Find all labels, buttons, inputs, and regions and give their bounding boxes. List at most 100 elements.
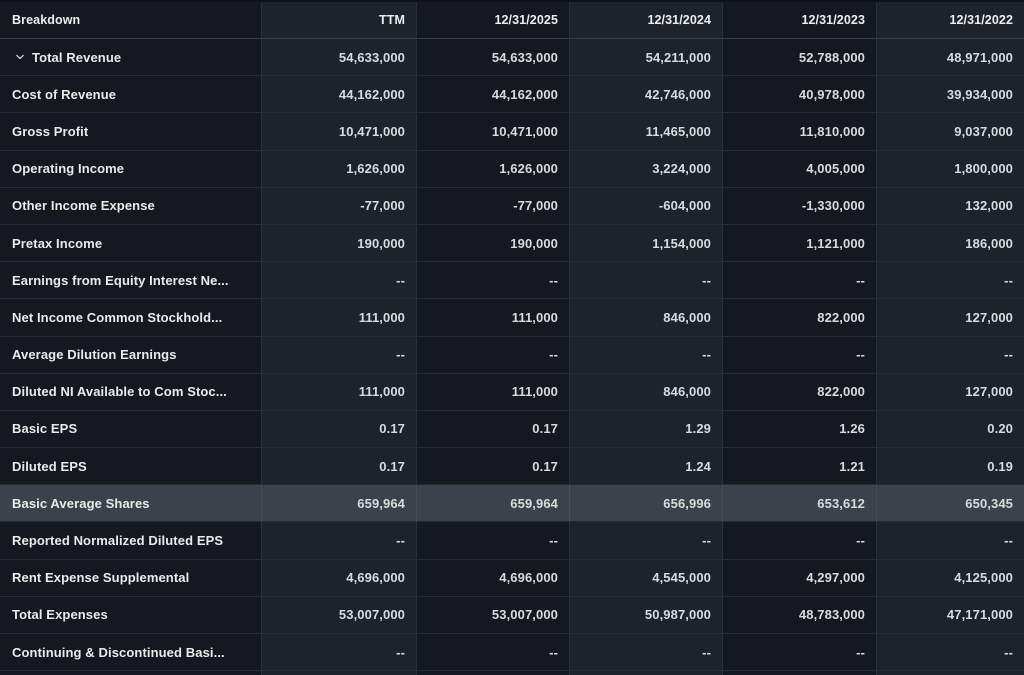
value-cell: -77,000 (417, 187, 570, 225)
value-cell: -- (570, 336, 723, 374)
table-row: Basic Average Shares 659,964 659,964 656,99… (0, 485, 1024, 523)
row-label: Basic EPS (0, 410, 262, 449)
value-cell: 650,345 (877, 485, 1024, 523)
value-cell: 111,000 (417, 299, 570, 337)
value-cell: 42,746,000 (570, 76, 723, 114)
value-cell: 1.26 (723, 410, 877, 449)
value-cell: 822,000 (723, 373, 877, 411)
row-label-text: Gross Profit (12, 123, 89, 139)
row-label: Pretax Income (0, 224, 262, 263)
column-header-2024: 12/31/2024 (570, 2, 723, 39)
value-cell: 10,471,000 (417, 113, 570, 151)
value-cell: -- (570, 634, 723, 672)
value-cell: -- (417, 522, 570, 560)
value-cell: 48,971,000 (877, 39, 1024, 77)
value-cell: 0.19 (877, 448, 1024, 486)
value-cell (417, 671, 570, 675)
row-label-text: Total Revenue (32, 49, 122, 65)
table-row: Diluted EPS 0.17 0.17 1.24 1.21 0.19 (0, 448, 1024, 486)
value-cell: 132,000 (877, 187, 1024, 225)
row-label: Reported Normalized Diluted EPS (0, 522, 262, 560)
value-cell: -- (723, 262, 877, 300)
row-label: Basic Average Shares (0, 485, 262, 523)
value-cell: -1,330,000 (723, 187, 877, 225)
value-cell: 0.17 (417, 448, 570, 486)
value-cell: 4,125,000 (877, 559, 1024, 597)
row-label[interactable]: Total Revenue (0, 39, 262, 77)
row-label-text: Average Dilution Earnings (12, 347, 177, 363)
value-cell (723, 671, 877, 675)
row-label: Other Income Expense (0, 187, 262, 225)
table-row[interactable]: Total Revenue 54,633,000 54,633,000 54,211,… (0, 39, 1024, 77)
row-label-text: Operating Income (12, 161, 125, 177)
value-cell: -- (723, 634, 877, 672)
value-cell: 190,000 (262, 224, 417, 263)
row-label-text: Basic Average Shares (12, 495, 150, 511)
value-cell: 47,171,000 (877, 596, 1024, 634)
value-cell: -- (262, 634, 417, 672)
column-header-ttm: TTM (262, 2, 417, 39)
table-header-row: Breakdown TTM 12/31/2025 12/31/2024 12/3… (0, 2, 1024, 39)
value-cell: 111,000 (262, 299, 417, 337)
value-cell: -- (877, 634, 1024, 672)
value-cell: 1,626,000 (262, 150, 417, 188)
row-label-text: Cost of Revenue (12, 86, 117, 102)
column-header-2025: 12/31/2025 (417, 2, 570, 39)
value-cell: 0.20 (877, 410, 1024, 449)
value-cell: 50,987,000 (570, 596, 723, 634)
table-row: Net Income Common Stockhold... 111,000 111… (0, 299, 1024, 337)
value-cell: -77,000 (262, 187, 417, 225)
value-cell: 44,162,000 (417, 76, 570, 114)
row-label (0, 671, 262, 675)
value-cell: 190,000 (417, 224, 570, 263)
table-row: Continuing & Discontinued Basi... -- -- -- -… (0, 634, 1024, 672)
value-cell: -- (262, 522, 417, 560)
value-cell: 54,633,000 (417, 39, 570, 77)
value-cell: 11,810,000 (723, 113, 877, 151)
value-cell: 653,612 (723, 485, 877, 523)
table-row: Gross Profit 10,471,000 10,471,000 11,465,0… (0, 113, 1024, 151)
value-cell: 659,964 (262, 485, 417, 523)
value-cell: -- (570, 522, 723, 560)
chevron-down-icon[interactable] (15, 52, 25, 62)
value-cell: 52,788,000 (723, 39, 877, 77)
row-label: Earnings from Equity Interest Ne... (0, 262, 262, 300)
value-cell (877, 671, 1024, 675)
value-cell: 186,000 (877, 224, 1024, 263)
value-cell: 4,696,000 (417, 559, 570, 597)
value-cell: -- (417, 634, 570, 672)
row-label-text: Total Expenses (12, 607, 108, 623)
row-label: Total Expenses (0, 596, 262, 634)
value-cell: 0.17 (417, 410, 570, 449)
row-label-text: Rent Expense Supplemental (12, 570, 190, 586)
value-cell: 659,964 (417, 485, 570, 523)
table-row: Diluted NI Available to Com Stoc... 111,0… (0, 373, 1024, 411)
value-cell: 0.17 (262, 410, 417, 449)
row-label: Net Income Common Stockhold... (0, 299, 262, 337)
row-label-text: Pretax Income (12, 235, 103, 251)
value-cell: 4,297,000 (723, 559, 877, 597)
value-cell (262, 671, 417, 675)
value-cell: 1,800,000 (877, 150, 1024, 188)
table-row: Other Income Expense -77,000 -77,000 -604,0… (0, 187, 1024, 225)
value-cell: -- (877, 262, 1024, 300)
column-header-2023: 12/31/2023 (723, 2, 877, 39)
value-cell: 4,696,000 (262, 559, 417, 597)
value-cell: 1,154,000 (570, 224, 723, 263)
table-row: Total Expenses 53,007,000 53,007,000 50,987… (0, 596, 1024, 634)
value-cell: 3,224,000 (570, 150, 723, 188)
value-cell: 846,000 (570, 299, 723, 337)
table-row: Cost of Revenue 44,162,000 44,162,000 42,74… (0, 76, 1024, 114)
value-cell: 1.24 (570, 448, 723, 486)
row-label-text: Continuing & Discontinued Basi... (12, 644, 225, 660)
table-row: Average Dilution Earnings -- -- -- -- -- (0, 336, 1024, 374)
row-label: Diluted EPS (0, 448, 262, 486)
value-cell: -- (417, 336, 570, 374)
row-label: Average Dilution Earnings (0, 336, 262, 374)
table-body: Total Revenue 54,633,000 54,633,000 54,211,… (0, 39, 1024, 675)
value-cell: -- (262, 336, 417, 374)
value-cell: 1.21 (723, 448, 877, 486)
value-cell: 1,121,000 (723, 224, 877, 263)
value-cell: 111,000 (417, 373, 570, 411)
